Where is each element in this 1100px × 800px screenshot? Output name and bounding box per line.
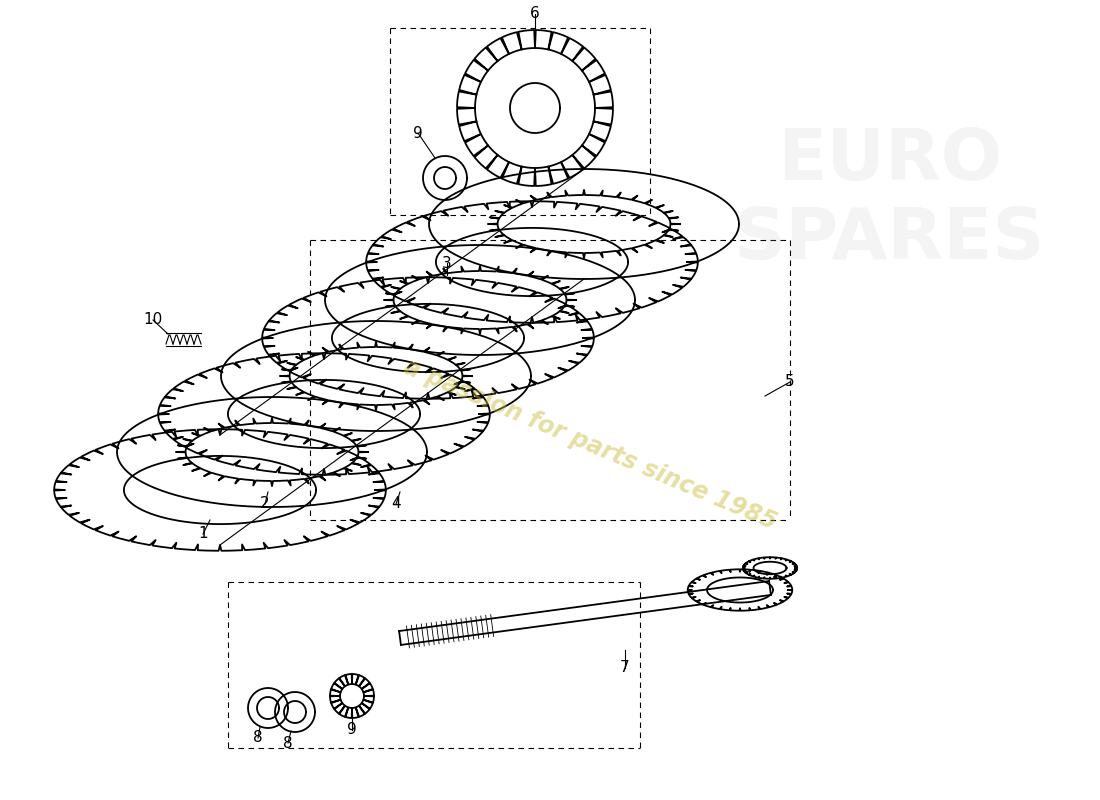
Text: EURO
SPARES: EURO SPARES [735,126,1046,274]
Text: 9: 9 [348,722,356,738]
Text: 8: 8 [253,730,263,746]
Text: 1: 1 [198,526,208,542]
Text: 8: 8 [283,735,293,750]
Text: a passion for parts since 1985: a passion for parts since 1985 [400,355,780,534]
Text: 3: 3 [442,255,452,270]
Text: 10: 10 [143,313,163,327]
Text: 5: 5 [785,374,795,390]
Text: 9: 9 [414,126,422,141]
Text: 2: 2 [261,497,270,511]
Text: 7: 7 [620,661,630,675]
Text: 6: 6 [530,6,540,22]
Text: 4: 4 [392,497,400,511]
